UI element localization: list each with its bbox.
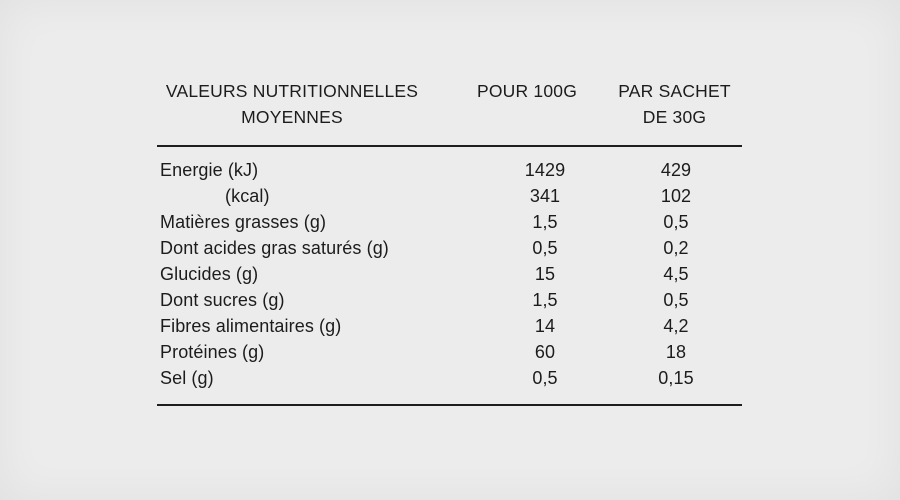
row-label: Sel (g) (160, 368, 214, 388)
row-value-per-sachet: 0,15 (658, 368, 694, 388)
row-value-per-sachet: 0,5 (663, 290, 689, 310)
nutrition-table: VALEURS NUTRITIONNELLES MOYENNES POUR 10… (157, 78, 742, 406)
row-value-per-sachet: 102 (660, 186, 692, 206)
table-row: Dont acides gras saturés (g) 0,5 0,2 (157, 235, 742, 261)
table-header-label-text: VALEURS NUTRITIONNELLES MOYENNES (165, 81, 419, 127)
row-value-per-sachet: 0,5 (663, 212, 689, 232)
row-value-per-100g: 0,5 (532, 238, 558, 258)
header-rule (157, 145, 742, 147)
table-row: Dont sucres (g) 1,5 0,5 (157, 287, 742, 313)
table-header-per-sachet: PAR SACHET DE 30G (618, 81, 731, 127)
row-label: Protéines (g) (160, 342, 265, 362)
row-label: Fibres alimentaires (g) (160, 316, 342, 336)
row-value-per-100g: 1429 (524, 160, 566, 180)
row-label: Glucides (g) (160, 264, 259, 284)
table-row: Glucides (g) 15 4,5 (157, 261, 742, 287)
row-value-per-sachet: 4,2 (663, 316, 689, 336)
table-row: Sel (g) 0,5 0,15 (157, 365, 742, 391)
table-body: Energie (kJ) 1429 429 (kcal) 341 102 Mat… (157, 157, 742, 391)
row-label: Energie (kJ) (160, 160, 259, 180)
row-label: Dont acides gras saturés (g) (160, 238, 389, 258)
table-row: Protéines (g) 60 18 (157, 339, 742, 365)
table-header-row: VALEURS NUTRITIONNELLES MOYENNES POUR 10… (157, 78, 742, 130)
row-value-per-sachet: 0,2 (663, 238, 689, 258)
footer-rule (157, 404, 742, 406)
row-value-per-100g: 60 (534, 342, 556, 362)
row-value-per-sachet: 429 (660, 160, 692, 180)
table-row: Fibres alimentaires (g) 14 4,2 (157, 313, 742, 339)
row-label: Dont sucres (g) (160, 290, 285, 310)
row-label: Matières grasses (g) (160, 212, 327, 232)
row-value-per-100g: 1,5 (532, 212, 558, 232)
row-value-per-100g: 0,5 (532, 368, 558, 388)
table-row: Matières grasses (g) 1,5 0,5 (157, 209, 742, 235)
table-row: (kcal) 341 102 (157, 183, 742, 209)
row-value-per-100g: 1,5 (532, 290, 558, 310)
row-value-per-100g: 341 (529, 186, 561, 206)
table-header-label-column: VALEURS NUTRITIONNELLES MOYENNES (157, 78, 447, 130)
row-value-per-100g: 14 (534, 316, 556, 336)
table-row: Energie (kJ) 1429 429 (157, 157, 742, 183)
row-value-per-100g: 15 (534, 264, 556, 284)
table-header-per-100g: POUR 100G (476, 81, 578, 101)
row-value-per-sachet: 18 (665, 342, 687, 362)
row-label: (kcal) (225, 186, 270, 206)
row-value-per-sachet: 4,5 (663, 264, 689, 284)
